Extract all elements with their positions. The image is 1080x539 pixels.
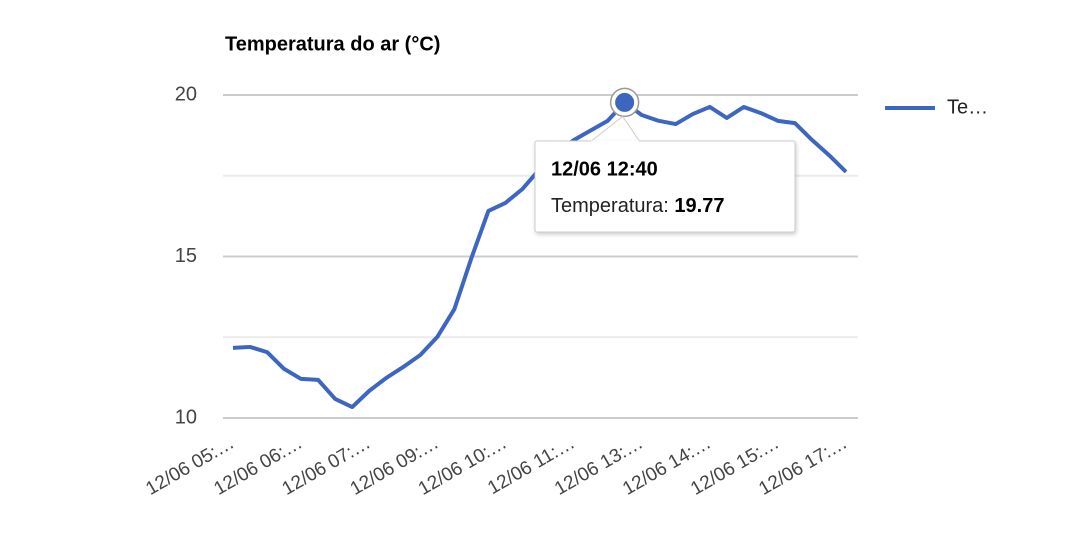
y-tick-label: 10 [175, 406, 197, 428]
highlight-point [612, 89, 638, 115]
tooltip-row: Temperatura: 19.77 [551, 195, 724, 217]
y-tick-label: 15 [175, 245, 197, 267]
tooltip-pointer [588, 115, 641, 143]
chart-title: Temperatura do ar (°C) [225, 33, 440, 55]
tooltip-title: 12/06 12:40 [551, 158, 658, 180]
tooltip-label: Temperatura: [551, 195, 669, 217]
tooltip-value: 19.77 [674, 195, 724, 217]
legend-label: Te… [947, 96, 988, 118]
y-tick-label: 20 [175, 83, 197, 105]
tooltip-box [534, 140, 796, 233]
